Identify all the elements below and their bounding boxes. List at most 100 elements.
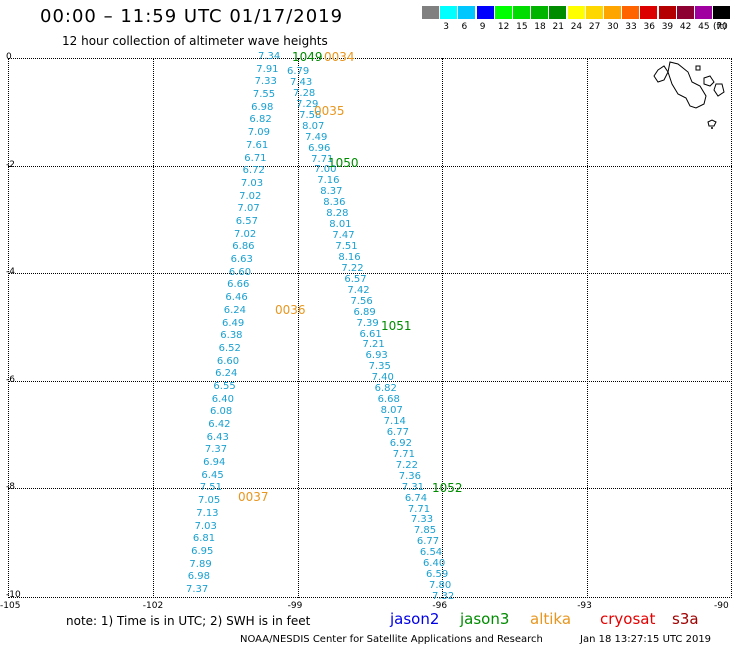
swh-value: 7.03: [240, 177, 264, 189]
pass-label-0034: 0034: [324, 50, 355, 64]
swh-value: 7.02: [234, 228, 257, 240]
legend-label-15: 15: [516, 22, 528, 32]
swh-value: 6.66: [227, 279, 250, 291]
swh-value: 6.52: [218, 342, 241, 354]
swh-value: 7.13: [196, 507, 219, 519]
legend-color-5: [513, 6, 530, 19]
lat-gridline: [8, 488, 732, 489]
lon-label: -96: [432, 601, 448, 611]
legend-label-18: 18: [534, 22, 546, 32]
legend-label-30: 30: [607, 22, 619, 32]
swh-value: 7.71: [311, 153, 334, 165]
swh-value: 8.07: [380, 405, 403, 417]
swh-value: 6.72: [242, 165, 265, 177]
lon-gridline: [152, 58, 154, 598]
swh-value: 6.89: [353, 306, 376, 318]
satellite-jason2: jason2: [390, 610, 440, 628]
swh-value: 7.80: [428, 580, 452, 592]
legend-label-21: 21: [552, 22, 564, 32]
swh-value: 7.37: [186, 584, 209, 595]
swh-value: 7.42: [347, 284, 370, 296]
swh-value: 6.86: [232, 241, 255, 253]
galapagos-coastline: [653, 61, 725, 129]
legend-label-70: 70: [716, 22, 728, 32]
swh-value: 7.33: [254, 76, 277, 88]
swh-value: 6.49: [222, 317, 245, 329]
pass-label-0035: 0035: [314, 104, 345, 118]
swh-value: 7.33: [410, 514, 434, 526]
satellite-jason3: jason3: [460, 610, 510, 628]
swh-value: 6.42: [208, 419, 231, 431]
swh-value: 7.85: [413, 525, 437, 537]
swh-value: 7.71: [392, 448, 415, 460]
swh-value: 6.54: [419, 547, 443, 559]
page-title: 00:00 – 11:59 UTC 01/17/2019: [40, 6, 344, 27]
swh-value: 6.95: [191, 545, 214, 557]
swh-value: 7.07: [237, 203, 260, 215]
lon-label: -99: [287, 601, 303, 611]
legend-color-14: [676, 6, 694, 19]
swh-value: 8.01: [329, 219, 352, 231]
swh-value: 6.24: [215, 368, 238, 380]
swh-value: 6.74: [404, 492, 428, 504]
swh-value: 7.00: [314, 164, 337, 176]
page-subtitle: 12 hour collection of altimeter wave hei…: [62, 34, 328, 48]
swh-value: 6.94: [203, 457, 226, 469]
swh-value: 6.77: [386, 426, 409, 438]
swh-value: 8.36: [323, 197, 346, 209]
footer-note: note: 1) Time is in UTC; 2) SWH is in fe…: [66, 614, 311, 628]
swh-value: 7.03: [194, 520, 217, 532]
legend-label-42: 42: [679, 22, 692, 32]
swh-value: 8.07: [302, 120, 325, 132]
swh-value: 8.16: [338, 251, 361, 263]
legend-color-13: [658, 6, 676, 19]
legend-color-16: [713, 6, 731, 19]
swh-value: 7.61: [246, 139, 269, 151]
swh-value: 7.51: [335, 241, 358, 252]
swh-value: 7.09: [247, 127, 270, 139]
swh-value: 7.28: [293, 87, 316, 99]
swh-value: 6.82: [374, 383, 397, 395]
legend-label-39: 39: [661, 22, 674, 32]
legend-color-3: [476, 6, 494, 19]
legend-color-7: [549, 6, 567, 19]
legend-label-12: 12: [497, 22, 510, 32]
swh-value: 7.32: [432, 591, 455, 602]
swh-value: 6.79: [287, 66, 310, 77]
pass-label-1049: 1049: [292, 50, 323, 64]
lat-gridline: [8, 380, 732, 382]
swh-value: 7.71: [407, 503, 431, 515]
swh-value: 6.61: [359, 328, 382, 340]
legend-color-9: [585, 6, 603, 19]
swh-value: 7.56: [350, 295, 373, 307]
swh-value: 6.81: [192, 533, 216, 545]
legend-color-11: [622, 6, 640, 19]
swh-value: 6.24: [223, 304, 246, 316]
lat-label: 0: [6, 52, 12, 62]
lat-label: -2: [6, 159, 15, 170]
swh-value: 7.34: [258, 51, 281, 62]
legend-color-4: [494, 6, 512, 19]
legend-label-45: 45: [698, 22, 710, 32]
generated-timestamp: Jan 18 13:27:15 UTC 2019: [580, 634, 712, 645]
legend-label-36: 36: [643, 22, 655, 32]
legend-color-1: [440, 6, 458, 19]
swh-value: 7.14: [383, 416, 406, 427]
legend-label-24: 24: [570, 22, 583, 32]
pass-label-1052: 1052: [432, 481, 463, 495]
swh-value: 7.22: [395, 459, 419, 471]
swh-value: 7.22: [341, 262, 364, 274]
swh-value: 6.92: [389, 437, 412, 449]
lon-gridline: [442, 58, 444, 598]
pass-label-0036: 0036: [275, 303, 306, 317]
swh-value: 6.63: [230, 254, 253, 266]
swh-value: 6.60: [228, 266, 252, 278]
legend-unit: (ft): [713, 22, 727, 32]
lat-label: -4: [6, 267, 15, 277]
lon-gridline: [297, 58, 299, 598]
legend-label-3: 3: [443, 22, 450, 32]
lat-label: -6: [6, 374, 15, 385]
swh-value: 6.60: [216, 355, 240, 367]
lon-gridline: [587, 58, 589, 598]
